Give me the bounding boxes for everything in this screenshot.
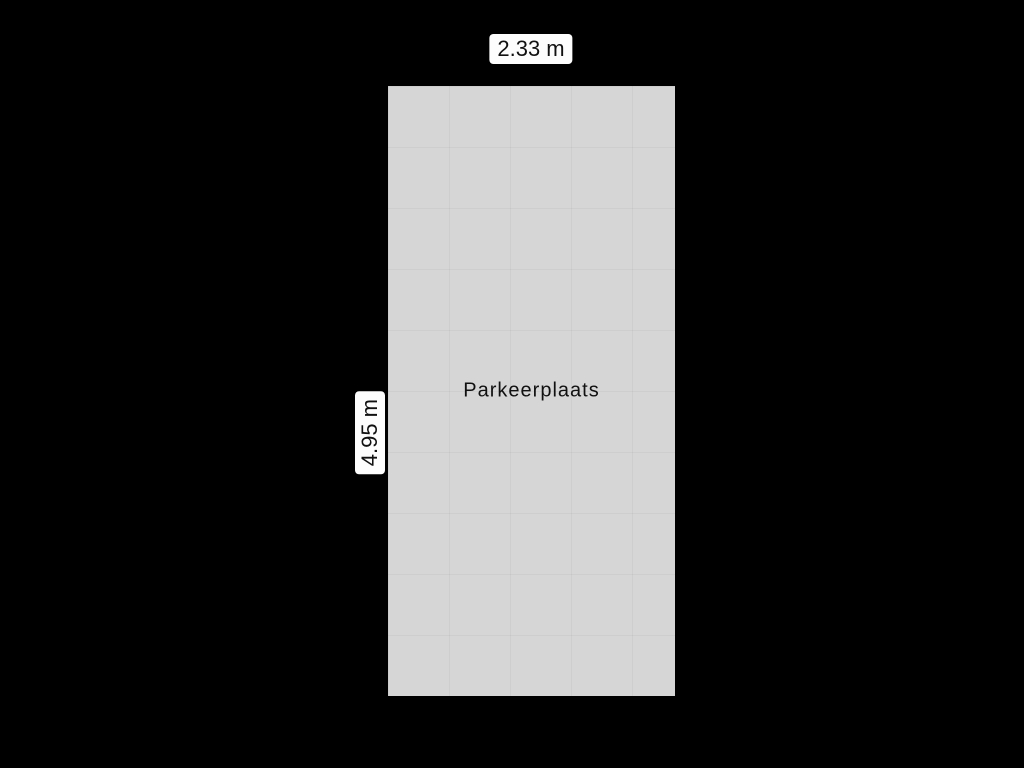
parking-space-floor: Parkeerplaats bbox=[388, 86, 675, 696]
dimension-height-label: 4.95 m bbox=[355, 391, 385, 474]
floorplan-canvas: Parkeerplaats 2.33 m 4.95 m bbox=[0, 0, 1024, 768]
dimension-height-text: 4.95 m bbox=[357, 399, 382, 466]
dimension-width-label: 2.33 m bbox=[489, 34, 572, 64]
room-label: Parkeerplaats bbox=[463, 380, 599, 403]
